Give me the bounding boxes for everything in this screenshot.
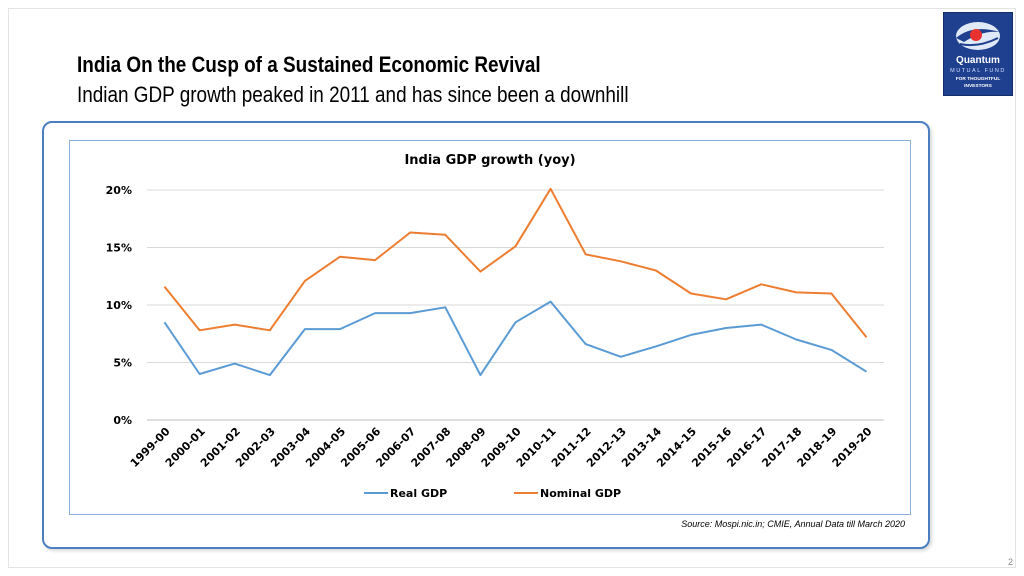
series-line-real-gdp (163, 300, 868, 377)
source-note: Source: Mospi.nic.in; CMIE, Annual Data … (681, 519, 905, 529)
y-tick-label: 15% (106, 242, 132, 255)
legend-label: Nominal GDP (540, 487, 621, 500)
y-tick-label: 10% (106, 299, 132, 312)
logo-brand: Quantum (956, 55, 1000, 66)
logo-tagline-2: INVESTORS (964, 84, 992, 89)
slide-title: India On the Cusp of a Sustained Economi… (77, 52, 541, 77)
page-number: 2 (1008, 557, 1014, 567)
quantum-logo: Quantum MUTUAL FUND FOR THOUGHTFUL INVES… (943, 12, 1013, 96)
y-tick-label: 0% (113, 414, 132, 427)
logo-tagline-1: FOR THOUGHTFUL (955, 77, 1001, 82)
logo-emblem-icon (956, 22, 1000, 50)
slide-subtitle: Indian GDP growth peaked in 2011 and has… (77, 82, 629, 107)
legend-label: Real GDP (390, 487, 447, 500)
y-tick-label: 5% (113, 357, 132, 370)
chart-title: India GDP growth (yoy) (404, 153, 575, 168)
logo-mutual-fund: MUTUAL FUND (950, 68, 1006, 74)
y-tick-label: 20% (106, 184, 132, 197)
chart-area (69, 140, 911, 515)
series-line-nominal-gdp (163, 187, 868, 338)
